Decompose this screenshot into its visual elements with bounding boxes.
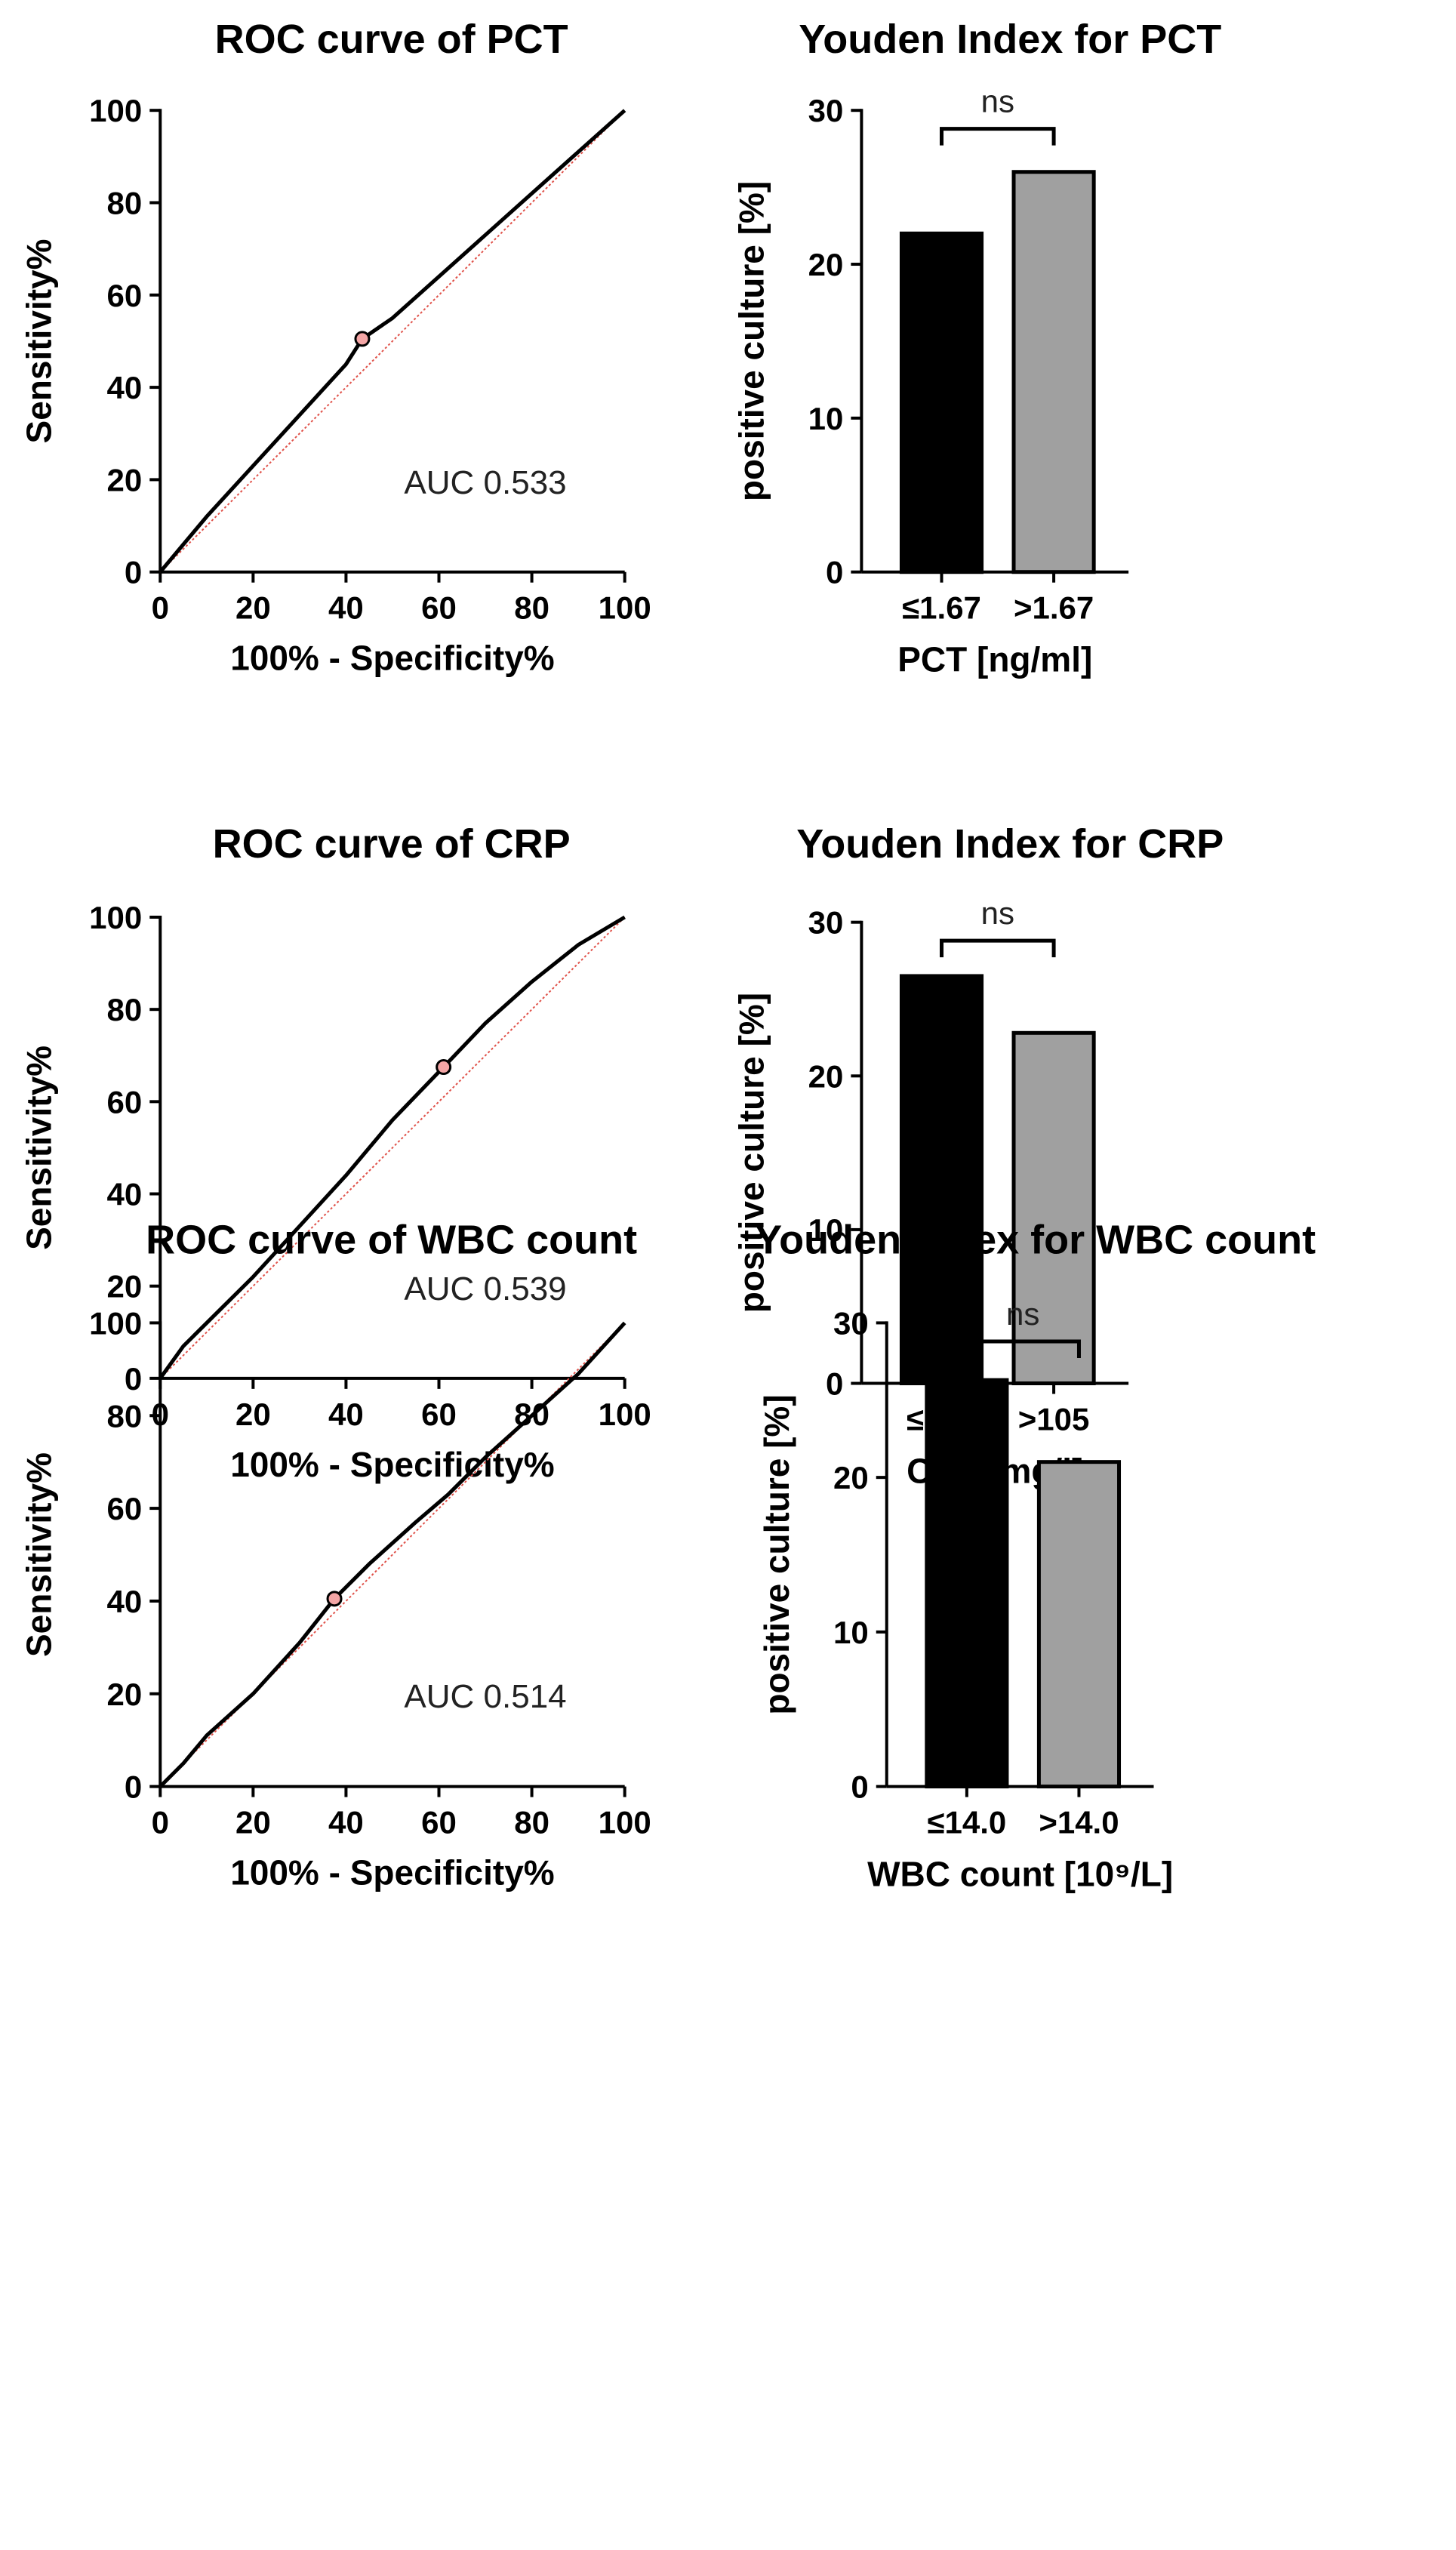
y-axis-title: Sensitivity% (19, 1046, 58, 1250)
significance-label: ns (981, 895, 1014, 931)
chart-title: Youden Index for CRP (796, 821, 1224, 867)
y-tick-label: 40 (107, 1584, 143, 1619)
y-tick-label: 20 (107, 1269, 143, 1304)
significance-label: ns (1006, 1296, 1039, 1332)
x-axis-title: PCT [ng/ml] (897, 640, 1092, 679)
y-tick-label: 0 (125, 555, 142, 590)
bar-0 (899, 974, 984, 1386)
y-axis-title: positive culture [%] (731, 181, 771, 501)
x-tick-label: 60 (421, 1805, 457, 1840)
x-tick-label: 20 (235, 1397, 271, 1432)
significance-bracket (940, 938, 1056, 958)
auc-annotation: AUC 0.533 (404, 464, 566, 501)
y-tick-label: 100 (89, 93, 142, 128)
y-tick-label: 30 (833, 1305, 869, 1341)
y-tick-label: 40 (107, 1177, 143, 1212)
bar-1 (1036, 1460, 1122, 1789)
youden-cutoff-point (436, 1059, 452, 1076)
x-tick-label: 40 (328, 1805, 364, 1840)
auc-annotation: AUC 0.539 (404, 1270, 566, 1307)
y-tick-label: 0 (826, 555, 843, 590)
y-tick-label: 20 (107, 462, 143, 497)
x-tick-label: 20 (235, 590, 271, 626)
y-tick-label: 30 (808, 905, 844, 941)
x-tick-label: 40 (328, 590, 364, 626)
reference-diagonal-line (159, 109, 626, 573)
roc-curve-line (159, 915, 626, 1380)
y-tick-label: 30 (808, 93, 844, 128)
y-tick-label: 40 (107, 370, 143, 405)
x-tick-label: 60 (421, 590, 457, 626)
y-tick-label: 60 (107, 1084, 143, 1119)
bar-0 (925, 1378, 1009, 1789)
x-tick-label: 100 (599, 1805, 651, 1840)
bar-1 (1011, 170, 1096, 574)
roc-chart-2: ROC curve of CRP020406080100020406080100… (19, 821, 651, 1484)
x-axis-title: 100% - Specificity% (230, 639, 555, 678)
y-tick-label: 10 (808, 401, 844, 436)
y-tick-label: 100 (89, 900, 142, 935)
x-category-label: >1.67 (1014, 590, 1094, 626)
y-tick-label: 0 (125, 1361, 142, 1397)
y-tick-label: 0 (826, 1366, 843, 1402)
roc-chart-4: ROC curve of WBC count 0 20 40 60 80 100 0 20 40 6… (19, 1217, 651, 1892)
x-category-label: ≤1.67 (902, 590, 981, 626)
y-tick-label: 20 (808, 1058, 844, 1094)
significance-label: ns (981, 84, 1014, 119)
y-axis-title: positive culture [%] (757, 1394, 796, 1714)
x-category-label: >14.0 (1039, 1805, 1119, 1840)
x-axis-title: WBC count [10⁹/L] (867, 1855, 1173, 1894)
x-category-label: >105 (1018, 1402, 1090, 1437)
x-tick-label: 0 (152, 1805, 169, 1840)
reference-diagonal-line (159, 916, 626, 1379)
y-tick-label: 60 (107, 278, 143, 313)
x-tick-label: 40 (328, 1397, 364, 1432)
x-tick-label: 20 (235, 1805, 271, 1840)
auc-annotation: AUC 0.514 (404, 1678, 566, 1715)
x-axis-title: 100% - Specificity% (230, 1853, 555, 1892)
y-axis-title: Sensitivity% (19, 1452, 58, 1657)
y-tick-label: 20 (808, 247, 844, 282)
bar-0 (899, 231, 984, 574)
bar-chart-5: Youden Index for WBC count 0 10 20 30 ≤14.0 >1… (755, 1217, 1316, 1893)
y-tick-label: 0 (125, 1769, 142, 1805)
y-tick-label: 80 (107, 1398, 143, 1434)
roc-curve-line (159, 1321, 626, 1788)
chart-title: Youden Index for WBC count (755, 1217, 1316, 1262)
x-tick-label: 80 (514, 590, 549, 626)
significance-bracket (965, 1339, 1081, 1358)
x-axis-title: 100% - Specificity% (230, 1445, 555, 1484)
x-tick-label: 100 (599, 1397, 651, 1432)
y-tick-label: 80 (107, 186, 143, 221)
y-axis-title: Sensitivity% (19, 239, 58, 443)
bar-chart-3: Youden Index for CRP0102030≤105>105nsCRP… (731, 821, 1224, 1490)
x-tick-label: 100 (599, 590, 651, 626)
significance-bracket (940, 127, 1056, 146)
bar-chart-1: Youden Index for PCT 0 10 20 30 ≤1.67 >1.67 ns P… (731, 17, 1221, 679)
y-axis-title: positive culture [%] (731, 993, 771, 1313)
x-category-label: ≤14.0 (927, 1805, 1006, 1840)
youden-cutoff-point (354, 331, 371, 347)
chart-title: ROC curve of PCT (215, 17, 568, 62)
youden-cutoff-point (326, 1591, 343, 1607)
y-tick-label: 0 (851, 1769, 868, 1805)
y-tick-label: 20 (107, 1677, 143, 1712)
chart-title: Youden Index for PCT (799, 17, 1221, 62)
y-tick-label: 20 (833, 1460, 869, 1495)
y-tick-label: 10 (833, 1615, 869, 1650)
x-tick-label: 60 (421, 1397, 457, 1432)
y-tick-label: 80 (107, 992, 143, 1027)
y-tick-label: 60 (107, 1491, 143, 1526)
y-tick-label: 10 (808, 1212, 844, 1248)
chart-title: ROC curve of WBC count (146, 1217, 637, 1262)
roc-chart-0: ROC curve of PCT 0 20 40 60 80 100 0 20 40 60 80 100… (19, 17, 651, 678)
x-tick-label: 0 (152, 590, 169, 626)
y-tick-label: 100 (89, 1305, 142, 1341)
chart-title: ROC curve of CRP (213, 821, 571, 867)
x-tick-label: 80 (514, 1805, 549, 1840)
